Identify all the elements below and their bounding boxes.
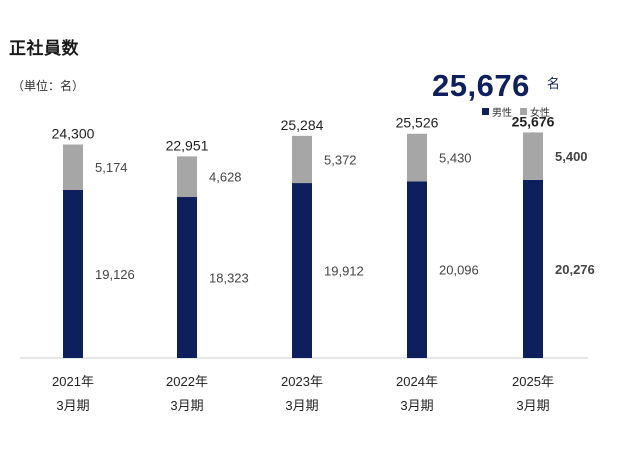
legend-swatch-male	[482, 108, 489, 115]
category-label: 2021年	[52, 374, 94, 389]
category-sublabel: 3月期	[56, 398, 89, 413]
female-value-label: 5,174	[95, 160, 128, 175]
category-sublabel: 3月期	[516, 398, 549, 413]
bar-female	[177, 156, 197, 198]
female-value-label: 5,430	[439, 151, 472, 166]
legend-item-female: 女性	[520, 104, 550, 119]
bar-male	[63, 189, 83, 358]
bar-female	[523, 132, 543, 180]
category-sublabel: 3月期	[170, 398, 203, 413]
legend-item-male: 男性	[482, 104, 512, 119]
total-label: 22,951	[166, 137, 209, 153]
male-value-label: 19,912	[324, 264, 364, 279]
total-label: 25,676	[512, 113, 555, 129]
bar-male	[523, 179, 543, 358]
bar-male	[177, 197, 197, 358]
category-sublabel: 3月期	[285, 398, 318, 413]
male-value-label: 19,126	[95, 267, 135, 282]
male-value-label: 18,323	[209, 271, 249, 286]
male-value-label: 20,276	[555, 262, 595, 277]
unit-note: （単位：名）	[12, 79, 85, 93]
total-label: 24,300	[52, 126, 95, 142]
female-value-label: 5,400	[555, 149, 588, 164]
headline-unit: 名	[546, 77, 560, 92]
bar-female	[407, 133, 427, 182]
legend-swatch-female	[520, 108, 527, 115]
category-label: 2024年	[396, 374, 438, 389]
male-value-label: 20,096	[439, 263, 479, 278]
total-label: 25,284	[281, 117, 324, 133]
female-value-label: 4,628	[209, 170, 242, 185]
female-value-label: 5,372	[324, 152, 357, 167]
bar-male	[292, 183, 312, 358]
category-label: 2023年	[281, 374, 323, 389]
chart-legend: 男性 女性	[482, 104, 558, 119]
total-label: 25,526	[396, 115, 439, 131]
legend-label-female: 女性	[530, 108, 550, 119]
page-title: 正社員数	[9, 39, 79, 59]
legend-label-male: 男性	[492, 108, 512, 119]
bar-female	[292, 135, 312, 184]
bar-male	[407, 181, 427, 358]
category-label: 2025年	[512, 374, 554, 389]
category-label: 2022年	[166, 374, 208, 389]
headline-value: 25,676	[432, 68, 530, 103]
headline-total: 25,676 名	[432, 68, 560, 104]
category-sublabel: 3月期	[400, 398, 433, 413]
bar-female	[63, 144, 83, 190]
